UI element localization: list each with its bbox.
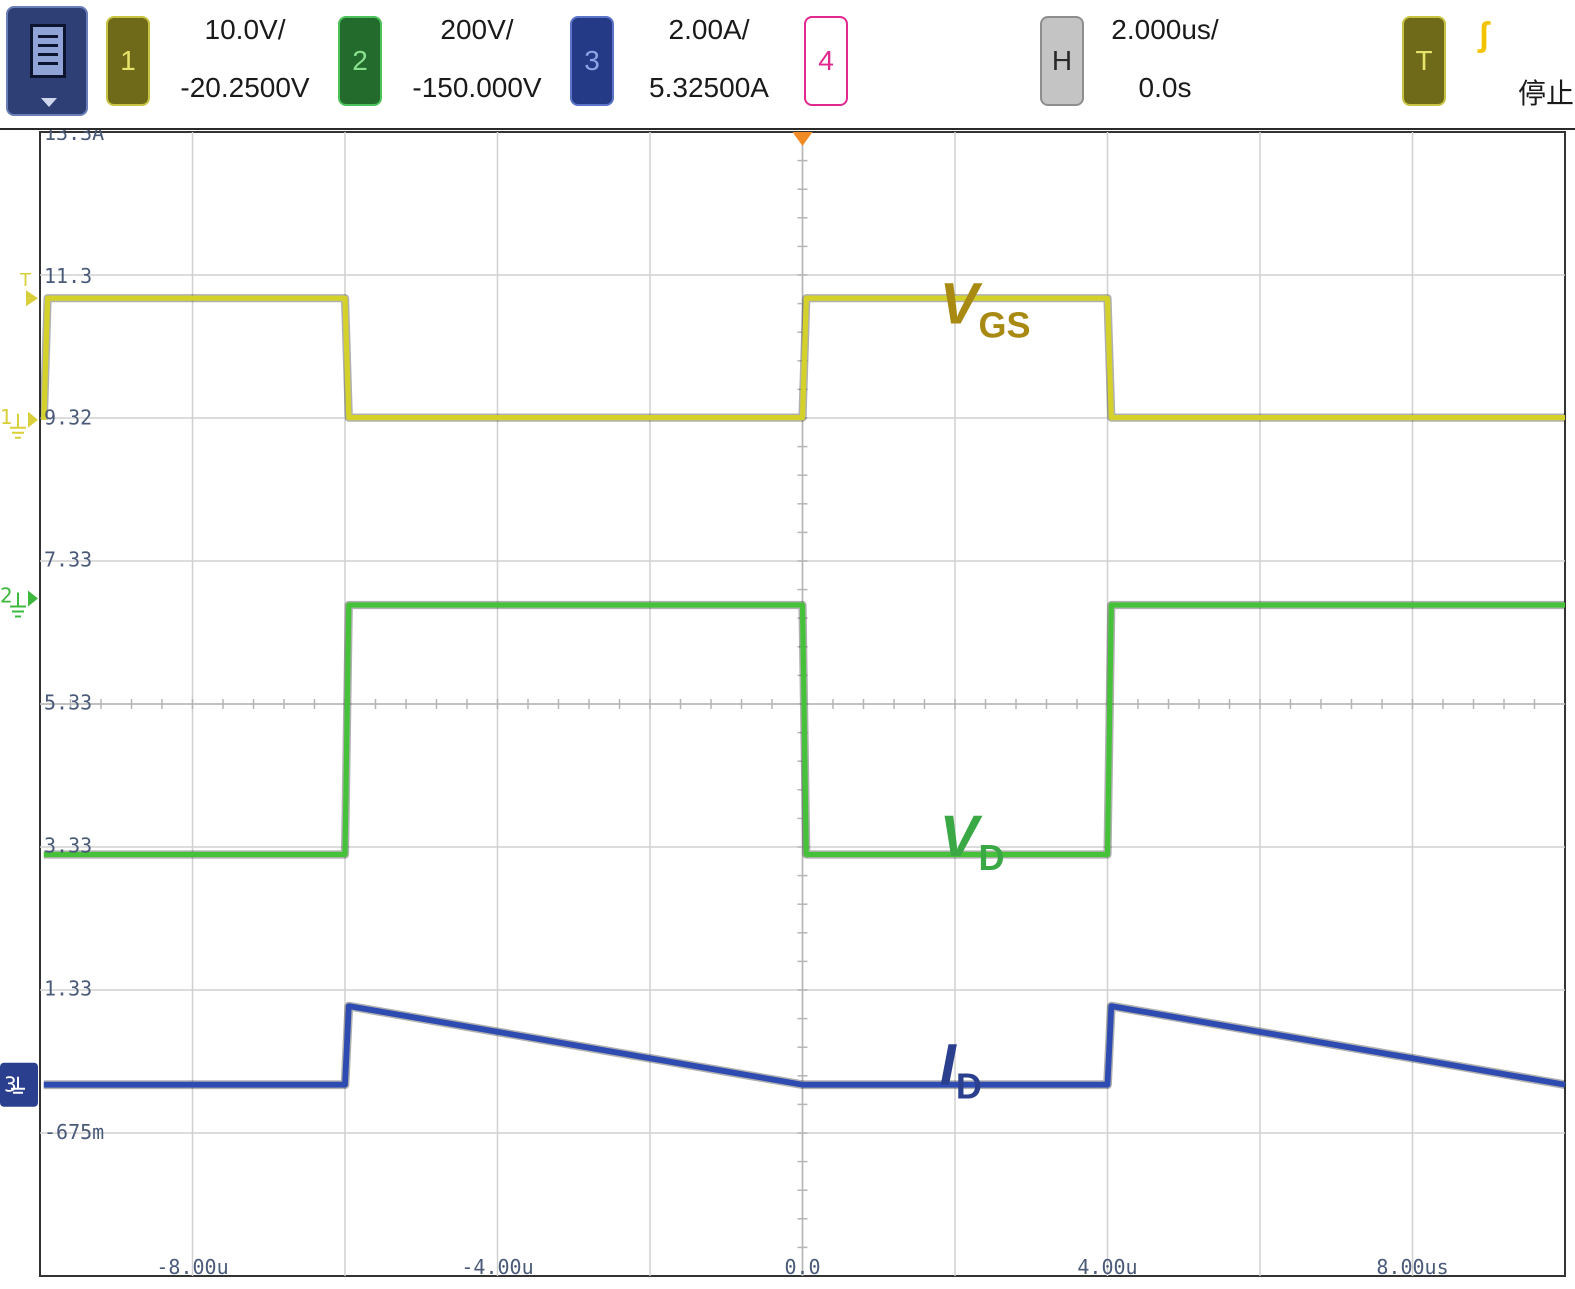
- x-tick-label: -4.00u: [461, 1255, 533, 1279]
- waveform-display[interactable]: 13.3A 11.3 9.32 7.33 5.33 3.33 1.33 -675m -8.00u…: [0, 121, 1575, 1289]
- y-tick-label: 9.32: [44, 405, 92, 429]
- channel-3-marker-label: 3: [4, 1073, 17, 1097]
- x-tick-label: 4.00u: [1077, 1255, 1137, 1279]
- x-tick-label: 8.00us: [1376, 1255, 1448, 1279]
- annotation-main: V: [940, 804, 983, 869]
- channel-T-marker: T: [19, 270, 38, 307]
- channel-3-button[interactable]: 3: [570, 16, 614, 106]
- annotation-subscript: D: [956, 1066, 982, 1107]
- channel-1-marker: 1: [0, 405, 38, 439]
- channel-2-button[interactable]: 2: [338, 16, 382, 106]
- channel-3-label: 3: [584, 45, 600, 76]
- trigger-position-marker: [792, 132, 813, 146]
- channel-4-button[interactable]: 4: [804, 16, 848, 106]
- trigger-label: T: [1415, 45, 1433, 76]
- channel-2-offset: -150.000V: [412, 72, 542, 103]
- horizontal-position: 0.0s: [1138, 72, 1192, 103]
- waveform-plot: 13.3A 11.3 9.32 7.33 5.33 3.33 1.33 -675m -8.00u…: [0, 121, 1566, 1279]
- x-tick-label: 0.0: [784, 1255, 820, 1279]
- document-menu-button[interactable]: [6, 6, 88, 116]
- series-1-line: [41, 295, 1565, 421]
- channel-1-offset: -20.2500V: [180, 72, 310, 103]
- annotation-main: V: [940, 271, 983, 336]
- horizontal-button[interactable]: H: [1040, 16, 1084, 106]
- y-tick-label: 3.33: [44, 834, 92, 858]
- channel-1-button[interactable]: 1: [106, 16, 150, 106]
- series-2-line: [43, 602, 1565, 858]
- channel-1-pointer: [28, 411, 38, 428]
- channel-1-label: 1: [120, 45, 136, 76]
- trigger-button[interactable]: T: [1402, 16, 1446, 106]
- series-3-line: [43, 1003, 1566, 1088]
- y-tick-label: 7.33: [44, 548, 92, 572]
- ground-icon: [11, 1076, 25, 1094]
- rising-edge-icon: ʃ: [1478, 16, 1490, 54]
- annotation-subscript: GS: [978, 304, 1030, 345]
- annotation-subscript: D: [978, 837, 1004, 878]
- y-tick-label: 13.3A: [44, 130, 104, 145]
- annotation-vgs: VGS: [940, 271, 1031, 345]
- y-tick-label: 5.33: [44, 691, 92, 715]
- channel-2-scale: 200V/: [440, 14, 514, 45]
- document-menu-icon: [30, 24, 66, 78]
- chevron-down-icon: [41, 98, 57, 107]
- horizontal-label: H: [1051, 45, 1073, 76]
- y-tick-label: 1.33: [44, 977, 92, 1001]
- ground-icon: [10, 413, 26, 439]
- channel-1-scale: 10.0V/: [204, 14, 286, 45]
- y-tick-label: 11.3: [44, 264, 92, 288]
- channel-3-offset: 5.32500A: [649, 72, 769, 103]
- channel-3-marker: 3: [0, 1062, 38, 1107]
- channel-1-marker-label: 1: [0, 405, 13, 429]
- acquisition-state: 停止: [1518, 78, 1575, 109]
- x-tick-label: -8.00u: [156, 1255, 228, 1279]
- horizontal-scale: 2.000us/: [1111, 14, 1219, 45]
- annotation-vd: VD: [940, 804, 1005, 878]
- channel-2-label: 2: [352, 45, 368, 76]
- annotation-main: I: [940, 1033, 958, 1098]
- channel-2-marker: 2: [0, 584, 38, 618]
- channel-2-pointer: [28, 590, 38, 607]
- trigger-level-label: T: [19, 270, 32, 291]
- toolbar: 1 10.0V/ -20.2500V 2 200V/ -150.000V 3 2…: [0, 0, 1575, 130]
- annotation-id: ID: [940, 1033, 982, 1107]
- channel-4-label: 4: [818, 45, 834, 76]
- y-tick-label: -675m: [44, 1120, 104, 1144]
- ground-icon: [10, 592, 26, 618]
- trigger-level-marker: [26, 290, 38, 307]
- channel-3-scale: 2.00A/: [668, 14, 750, 45]
- channel-2-marker-label: 2: [0, 584, 13, 608]
